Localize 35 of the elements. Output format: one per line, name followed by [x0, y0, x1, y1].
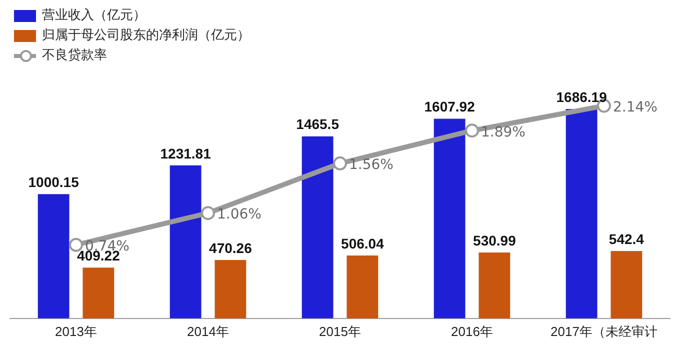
bar — [478, 252, 510, 318]
x-tick-label: 2015年 — [319, 324, 361, 339]
data-label: 1.89% — [481, 124, 526, 140]
data-label: 506.04 — [341, 235, 384, 252]
legend-label: 不良贷款率 — [42, 47, 107, 65]
legend-label: 营业收入（亿元） — [42, 7, 146, 25]
data-label: 542.4 — [608, 230, 644, 247]
data-label: 1.56% — [349, 157, 394, 174]
x-tick-label: 2014年 — [187, 324, 229, 339]
data-label: 2.14% — [613, 99, 658, 116]
legend-label: 归属于母公司股东的净利润（亿元） — [42, 27, 250, 45]
bar — [82, 268, 114, 318]
data-label: 1607.92 — [424, 98, 476, 115]
point — [465, 124, 479, 138]
data-label: 470.26 — [209, 240, 252, 256]
bar — [214, 260, 246, 318]
point — [69, 238, 83, 252]
bar — [346, 256, 378, 318]
data-label: 530.99 — [473, 232, 516, 248]
bar — [302, 136, 334, 318]
data-label: 1686.19 — [556, 88, 608, 105]
bar — [434, 118, 466, 318]
bar — [170, 165, 202, 318]
bar — [566, 108, 598, 318]
data-label: 1465.5 — [296, 116, 340, 132]
point — [333, 156, 347, 170]
bar — [38, 194, 70, 318]
x-tick-label: 2016年 — [451, 324, 493, 339]
data-label: 1.06% — [217, 206, 262, 223]
bar — [610, 251, 642, 318]
point — [201, 206, 215, 220]
x-tick-label: 2013年 — [55, 324, 97, 339]
x-tick-label: 2017年（未经审计 — [550, 324, 658, 339]
data-label: 1231.81 — [160, 145, 212, 162]
data-label: 1000.15 — [28, 174, 80, 190]
